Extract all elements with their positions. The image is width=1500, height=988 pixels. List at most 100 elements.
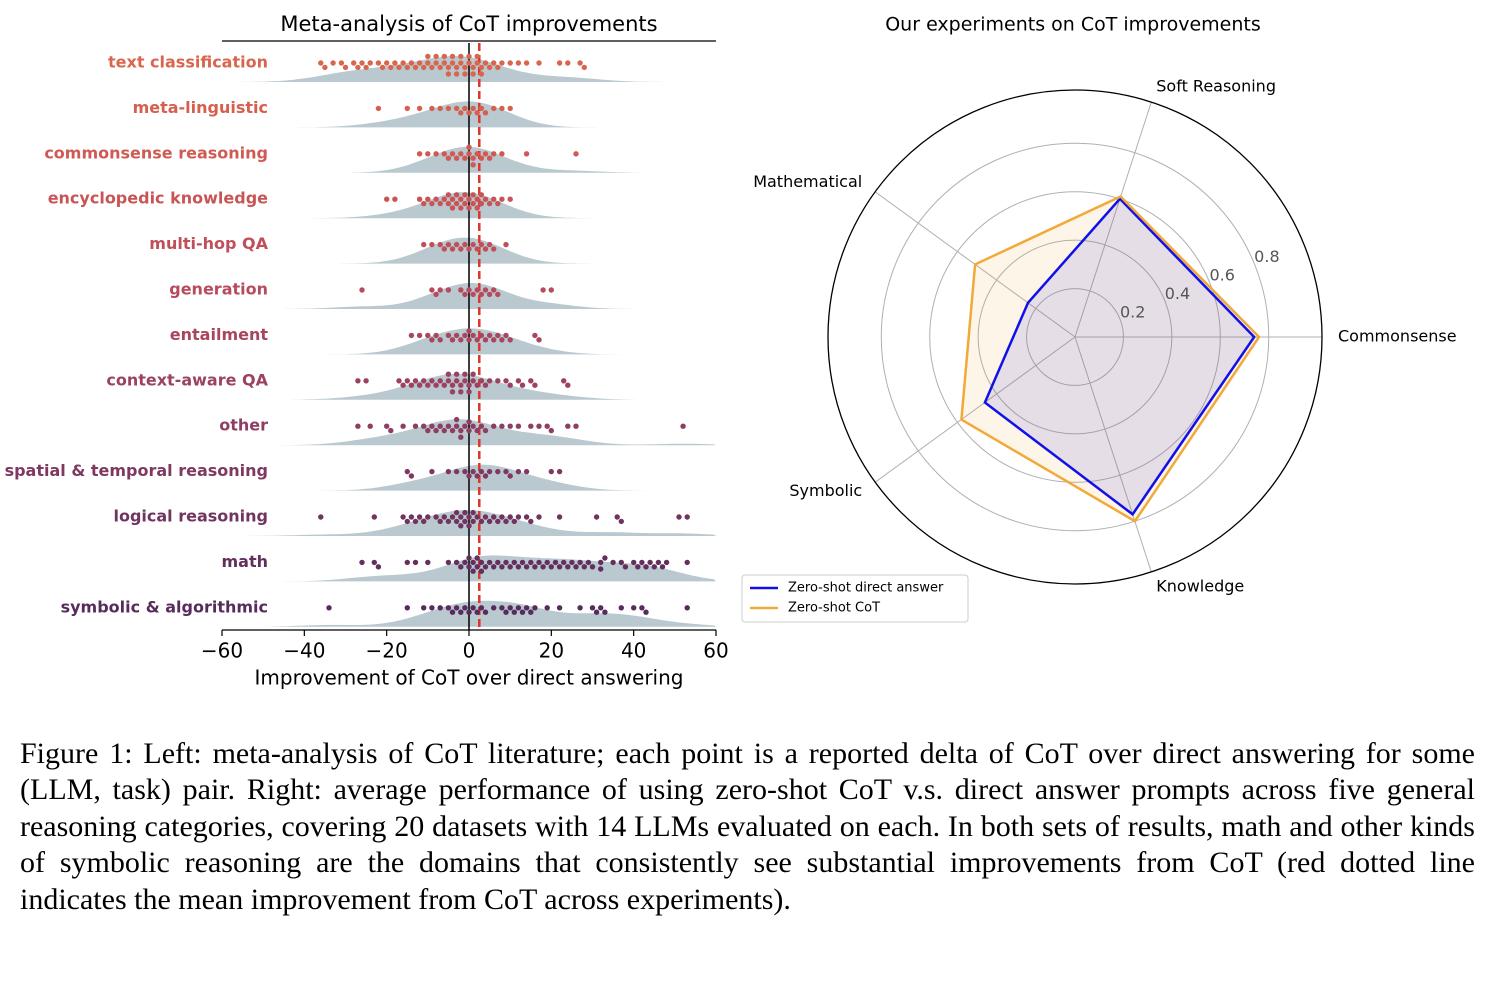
data-point: [491, 287, 497, 293]
data-point: [577, 60, 583, 66]
data-point: [482, 110, 489, 116]
data-point: [458, 382, 464, 388]
data-point: [544, 559, 550, 566]
data-point: [474, 555, 480, 561]
data-point: [519, 609, 526, 615]
data-point: [433, 151, 439, 157]
data-point: [437, 605, 443, 611]
data-point: [466, 523, 472, 529]
data-point: [528, 423, 534, 429]
data-point: [462, 155, 468, 161]
axis-label: Symbolic: [789, 481, 862, 500]
data-point: [515, 605, 522, 611]
data-point: [404, 605, 410, 611]
data-point: [416, 151, 423, 157]
data-point: [462, 378, 468, 384]
data-point: [491, 196, 497, 202]
data-point: [371, 559, 377, 566]
data-point: [474, 609, 480, 615]
data-point: [499, 564, 505, 570]
data-point: [491, 423, 497, 429]
data-point: [515, 514, 522, 520]
data-point: [453, 509, 460, 516]
data-point: [474, 473, 480, 479]
data-point: [416, 332, 423, 339]
data-point: [458, 196, 464, 202]
data-point: [449, 60, 456, 66]
data-point: [429, 378, 435, 384]
data-point: [486, 155, 493, 161]
category-label: symbolic & algorithmic: [61, 597, 268, 616]
data-point: [433, 514, 439, 520]
data-point: [631, 559, 637, 566]
data-point: [470, 71, 476, 77]
data-point: [384, 423, 390, 429]
category-label: math: [221, 552, 268, 571]
data-point: [437, 64, 443, 71]
data-point: [474, 514, 480, 520]
data-point: [598, 559, 604, 566]
data-point: [470, 568, 476, 574]
data-point: [523, 468, 530, 475]
data-point: [388, 64, 394, 71]
data-point: [659, 564, 666, 570]
data-point: [462, 200, 468, 207]
data-point: [466, 287, 472, 293]
data-point: [367, 60, 373, 66]
data-point: [400, 382, 406, 388]
data-point: [416, 382, 423, 388]
data-point: [507, 605, 513, 611]
figure: Meta-analysis of CoT improvements text cl…: [5, 12, 1457, 690]
data-point: [466, 205, 472, 211]
data-point: [404, 518, 410, 525]
data-point: [462, 509, 468, 516]
x-tick-label: −60: [201, 639, 243, 663]
data-point: [536, 337, 542, 343]
data-point: [482, 564, 489, 570]
data-point: [523, 60, 530, 66]
data-point: [519, 559, 526, 566]
data-point: [416, 105, 423, 112]
data-point: [573, 151, 579, 157]
data-point: [425, 514, 431, 520]
data-point: [470, 423, 476, 429]
data-point: [528, 518, 534, 525]
legend-box: [741, 574, 969, 623]
data-point: [495, 64, 501, 71]
data-point: [449, 337, 456, 343]
data-point: [351, 60, 357, 66]
data-point: [491, 60, 497, 66]
data-point: [458, 337, 464, 343]
data-point: [474, 337, 480, 343]
x-tick-label: 40: [621, 639, 646, 663]
data-point: [540, 564, 546, 570]
data-point: [474, 382, 480, 388]
data-point: [507, 473, 513, 479]
data-point: [445, 287, 452, 293]
data-point: [478, 105, 485, 112]
data-point: [528, 609, 534, 615]
data-point: [536, 423, 542, 429]
data-point: [425, 196, 431, 202]
data-point: [412, 559, 419, 566]
data-point: [499, 514, 505, 520]
data-point: [482, 246, 489, 252]
data-point: [495, 518, 501, 525]
data-point: [470, 200, 476, 207]
data-point: [561, 559, 567, 566]
data-point: [412, 64, 419, 71]
data-point: [503, 241, 509, 248]
data-point: [466, 514, 472, 520]
data-point: [482, 609, 489, 615]
data-point: [684, 605, 690, 611]
data-point: [556, 468, 563, 475]
data-point: [602, 609, 608, 615]
data-point: [421, 378, 427, 384]
data-point: [449, 609, 456, 615]
legend-label: Zero-shot CoT: [788, 601, 880, 616]
data-point: [486, 518, 493, 525]
data-point: [507, 564, 513, 570]
data-point: [433, 427, 439, 434]
data-point: [486, 64, 493, 71]
data-point: [458, 53, 464, 60]
